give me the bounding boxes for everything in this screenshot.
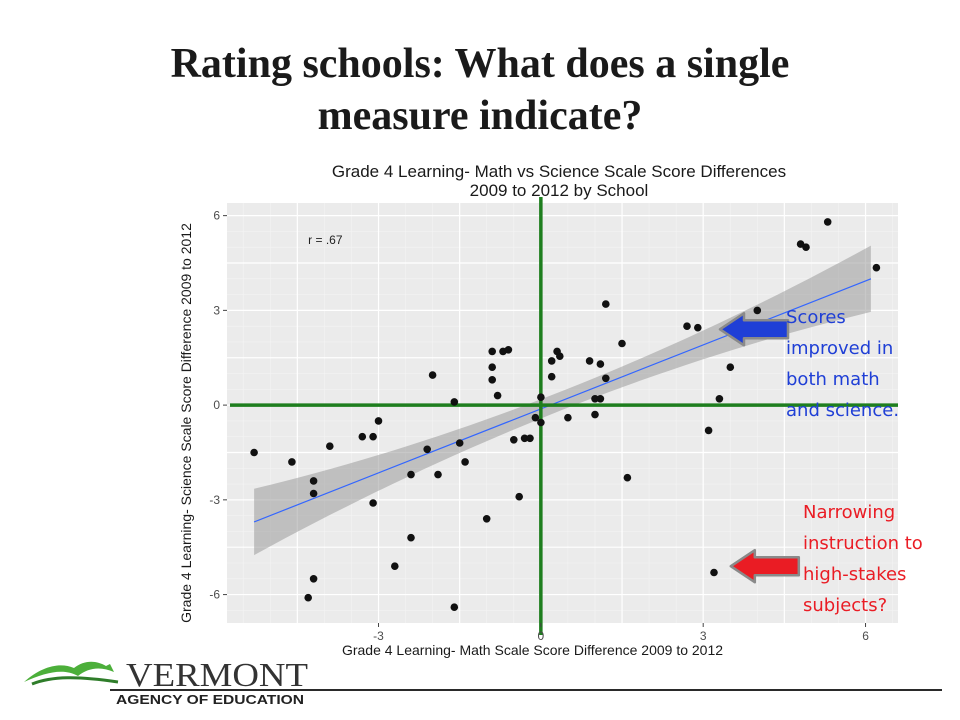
data-point bbox=[618, 339, 626, 348]
callout-red-line: instruction to bbox=[803, 533, 923, 554]
x-tick-label: 3 bbox=[700, 629, 707, 643]
callout-improved: Scores improved in both math and science… bbox=[786, 302, 936, 426]
data-point bbox=[596, 395, 605, 403]
data-point bbox=[537, 393, 545, 401]
data-point bbox=[288, 458, 296, 466]
x-tick-label: -3 bbox=[373, 629, 384, 643]
scatter-chart: -3 0 3 6 -6 -3 0 3 6 r = .67 Grade 4 Learning- Mat… bbox=[178, 162, 898, 658]
callout-blue-line: Scores bbox=[786, 307, 846, 328]
data-point bbox=[434, 470, 442, 479]
y-tick-label: -3 bbox=[209, 493, 220, 507]
slide-title-line2: measure indicate? bbox=[317, 93, 643, 139]
logo-subtitle: AGENCY OF EDUCATION bbox=[116, 693, 304, 707]
data-point bbox=[623, 473, 632, 482]
data-point bbox=[488, 363, 497, 371]
data-point bbox=[326, 442, 334, 451]
callout-blue-line: both math bbox=[786, 369, 880, 390]
data-point bbox=[694, 323, 702, 332]
data-point bbox=[710, 568, 718, 577]
chart-title-line: 2009 to 2012 by School bbox=[470, 181, 649, 200]
data-point bbox=[591, 410, 599, 419]
data-point bbox=[526, 434, 534, 443]
data-point bbox=[450, 603, 459, 611]
data-point bbox=[753, 306, 762, 315]
data-point bbox=[596, 360, 605, 368]
data-point bbox=[520, 434, 529, 443]
data-point bbox=[510, 436, 518, 444]
data-point bbox=[585, 357, 594, 365]
callout-red-line: subjects? bbox=[803, 595, 888, 616]
data-point bbox=[250, 448, 258, 457]
plot-panel bbox=[227, 203, 898, 623]
data-point bbox=[564, 413, 572, 422]
data-point bbox=[358, 432, 367, 441]
correlation-annotation: r = .67 bbox=[308, 233, 343, 247]
red-arrow-icon bbox=[729, 548, 801, 584]
data-point bbox=[726, 363, 735, 371]
data-point bbox=[482, 515, 491, 523]
data-point bbox=[591, 395, 599, 403]
y-tick-label: 0 bbox=[213, 398, 220, 412]
y-axis-label: Grade 4 Learning- Science Scale Score Di… bbox=[178, 223, 194, 623]
data-point bbox=[537, 418, 545, 427]
y-tick-label: -6 bbox=[209, 588, 220, 602]
data-point bbox=[309, 489, 318, 498]
callout-blue-line: and science. bbox=[786, 400, 900, 421]
data-point bbox=[704, 426, 713, 435]
data-point bbox=[369, 499, 377, 507]
callout-red-line: high-stakes bbox=[803, 564, 907, 585]
blue-arrow-icon bbox=[718, 312, 790, 347]
chart-title-line: Grade 4 Learning- Math vs Science Scale … bbox=[332, 162, 786, 181]
data-point bbox=[450, 398, 459, 406]
data-point bbox=[547, 357, 556, 365]
data-point bbox=[547, 372, 556, 381]
callout-blue-line: improved in bbox=[786, 338, 894, 359]
data-point bbox=[461, 458, 469, 466]
data-point bbox=[423, 445, 431, 454]
x-tick-label: 0 bbox=[538, 629, 545, 643]
data-point bbox=[802, 243, 810, 251]
data-point bbox=[488, 376, 497, 384]
vermont-logo: VERMONT AGENCY OF EDUCATION bbox=[24, 657, 308, 707]
data-point bbox=[455, 439, 464, 447]
data-point bbox=[493, 391, 502, 400]
data-point bbox=[504, 346, 513, 354]
y-tick-label: 6 bbox=[213, 209, 220, 223]
data-point bbox=[488, 347, 497, 356]
x-tick-label: 6 bbox=[862, 629, 869, 643]
data-point bbox=[374, 417, 383, 425]
slide-title: Rating schools: What does a single measu… bbox=[0, 38, 960, 142]
data-point bbox=[515, 492, 523, 501]
data-point bbox=[531, 413, 540, 422]
data-point bbox=[304, 593, 312, 602]
slide-title-line1: Rating schools: What does a single bbox=[170, 41, 790, 87]
data-point bbox=[872, 263, 881, 272]
data-point bbox=[602, 374, 610, 383]
mountain-swoosh-icon bbox=[31, 676, 119, 686]
data-point bbox=[602, 300, 610, 308]
data-point bbox=[309, 477, 318, 485]
data-point bbox=[715, 395, 724, 403]
data-point bbox=[823, 218, 832, 226]
data-point bbox=[309, 575, 318, 583]
callout-red-line: Narrowing bbox=[803, 502, 896, 523]
data-point bbox=[683, 322, 691, 330]
data-point bbox=[428, 371, 437, 379]
footer-divider bbox=[110, 689, 942, 691]
data-point bbox=[407, 470, 415, 479]
data-point bbox=[407, 533, 415, 542]
x-axis-label: Grade 4 Learning- Math Scale Score Diffe… bbox=[342, 642, 723, 658]
y-tick-label: 3 bbox=[213, 303, 220, 317]
data-point bbox=[391, 562, 399, 570]
mountain-logo-icon bbox=[24, 661, 114, 682]
data-point bbox=[369, 432, 377, 441]
callout-narrowing: Narrowing instruction to high-stakes sub… bbox=[803, 497, 958, 621]
logo-name: VERMONT bbox=[126, 657, 308, 694]
data-point bbox=[556, 352, 564, 360]
